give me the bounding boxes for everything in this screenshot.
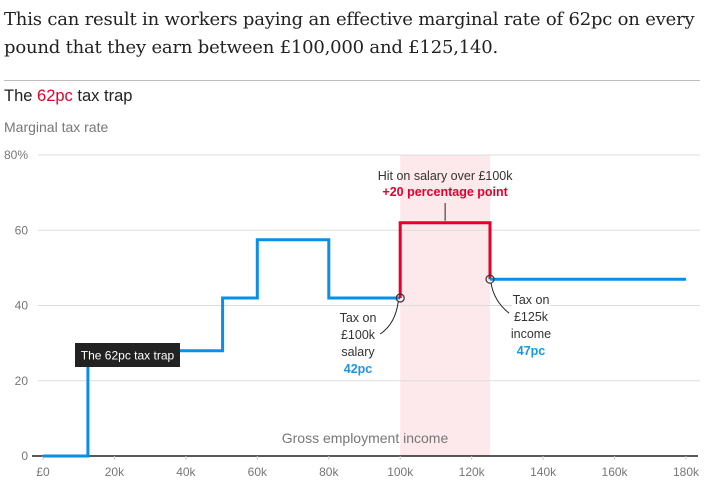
annotation-100k-line: salary: [341, 345, 375, 359]
x-tick-label: 20k: [105, 465, 125, 479]
chart-title: The 62pc tax trap: [4, 87, 132, 106]
annotation-connector-100k: [379, 301, 399, 335]
y-tick-label: 20: [15, 374, 29, 388]
tooltip-text: The 62pc tax trap: [81, 349, 175, 363]
chart: 0 20 40 60 80% £0 20k 40k 60k 80k 100k 120k 140k 160k…: [4, 148, 700, 479]
tax-trap-line: [398, 221, 492, 298]
annotation-100k-value: 42pc: [344, 362, 373, 376]
divider: [4, 80, 700, 81]
x-tick-label: 180k: [673, 465, 700, 479]
annotation-125k-line: income: [511, 327, 551, 341]
x-tick-label: 160k: [602, 465, 629, 479]
x-tick-label: £0: [36, 465, 50, 479]
y-tick-label: 0: [21, 449, 28, 463]
x-tick-label: 100k: [387, 465, 414, 479]
marginal-rate-line: [43, 238, 401, 458]
annotation-125k-line: Tax on: [513, 293, 550, 307]
annotation-marker-125k: [485, 274, 495, 284]
y-tick-label: 80%: [4, 148, 28, 162]
x-tick-label: 120k: [459, 465, 486, 479]
annotation-connector-125k: [490, 283, 510, 314]
x-tick-label: 80k: [319, 465, 339, 479]
annotation-100k-line: Tax on: [340, 311, 377, 325]
annotation-100k-line: £100k: [341, 328, 376, 342]
tooltip-box: [75, 343, 180, 367]
annotation-125k-value: 47pc: [517, 344, 546, 358]
chart-title-suffix: tax trap: [72, 87, 133, 105]
annotation-marker-100k: [395, 293, 405, 303]
y-tick-label: 40: [15, 299, 29, 313]
x-axis-title: Gross employment income: [282, 430, 449, 446]
trap-annotation-value: +20 percentage point: [382, 185, 508, 199]
intro-paragraph: This can result in workers paying an eff…: [4, 9, 695, 58]
trap-annotation-title: Hit on salary over £100k: [378, 169, 514, 183]
annotation-125k-line: £125k: [514, 310, 549, 324]
annotation-125k-bg: [512, 292, 550, 308]
x-tick-label: 40k: [176, 465, 196, 479]
y-axis-title: Marginal tax rate: [4, 119, 109, 135]
chart-title-prefix: The: [4, 87, 38, 105]
x-tick-label: 60k: [248, 465, 268, 479]
x-tick-label: 140k: [530, 465, 557, 479]
chart-title-highlight: 62pc: [37, 87, 73, 105]
y-tick-label: 60: [15, 223, 29, 237]
